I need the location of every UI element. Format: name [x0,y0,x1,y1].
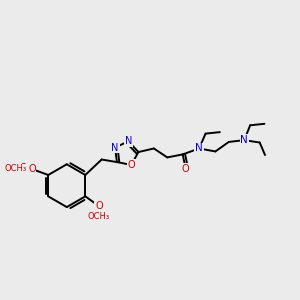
Text: O: O [20,164,27,173]
Text: O: O [182,164,190,174]
Text: N: N [125,136,132,146]
Text: N: N [111,142,119,152]
Text: O: O [95,202,103,212]
Text: N: N [195,143,203,154]
Text: OCH₃: OCH₃ [4,164,27,173]
Text: O: O [128,160,135,170]
Text: O: O [28,164,36,174]
Text: OCH₃: OCH₃ [88,212,110,221]
Text: N: N [240,135,248,145]
